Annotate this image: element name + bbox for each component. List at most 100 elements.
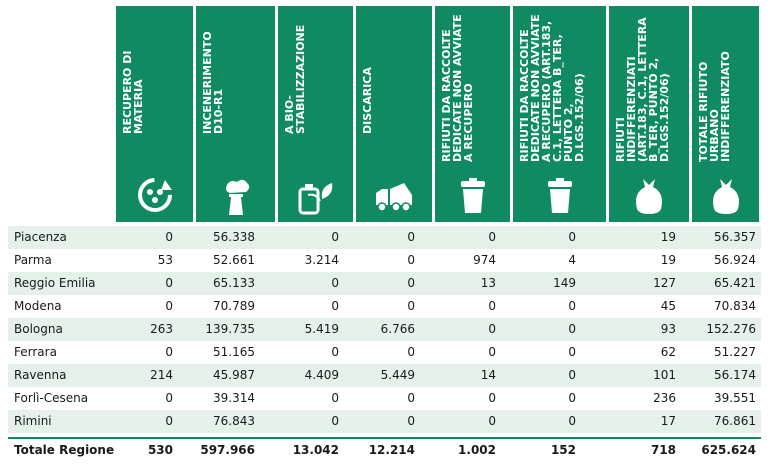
cell: 5.419 [304,322,339,336]
row-name: Piacenza [14,230,67,244]
cell: 51.165 [213,345,255,359]
dump-truck-icon [376,183,412,212]
row-name: Rimini [14,414,52,428]
cell: 0 [331,299,339,313]
cell: 52.661 [213,253,255,267]
cell: 0 [488,391,496,405]
cell: 0 [407,276,415,290]
header-label: Totale rifiuto urbano indifferenziato [697,51,732,162]
cell: 0 [165,276,173,290]
cell: 76.861 [714,414,756,428]
header-bio-stabilizzazione: a bio-stabilizzazione [278,6,353,222]
table-row: Piacenza 0 56.338 0 0 0 0 19 56.357 [8,226,761,249]
header-raccolte-dedicate: Rifiuti da raccolte dedicate non avviate… [435,6,510,222]
cell: 149 [553,276,576,290]
cell: 4.409 [304,368,339,382]
cell: 0 [331,276,339,290]
cell: 0 [488,414,496,428]
bio-stabilization-icon [298,183,332,215]
cell: 0 [331,230,339,244]
table-row: Ravenna 214 45.987 4.409 5.449 14 0 101 … [8,364,761,387]
cell: 0 [568,368,576,382]
table-row: Parma 53 52.661 3.214 0 974 4 19 56.924 [8,249,761,272]
total-cell: 625.624 [701,443,756,457]
cell: 0 [165,299,173,313]
cell: 0 [568,391,576,405]
cell: 0 [165,230,173,244]
cell: 0 [407,345,415,359]
cell: 0 [568,299,576,313]
cell: 0 [165,345,173,359]
recycle-icon [137,178,172,212]
cell: 0 [407,230,415,244]
header-label: Rifiuti indifferenziati (art.183, c.1, l… [614,17,671,162]
cell: 0 [568,414,576,428]
header-recupero-materia: Recupero di materia [116,6,193,222]
cell: 14 [480,368,496,382]
cell: 3.214 [304,253,339,267]
header-label: Rifiuti da raccolte dedicate non avviate… [440,14,475,162]
cell: 45 [660,299,676,313]
cell: 19 [660,253,676,267]
cell: 0 [331,345,339,359]
cell: 0 [568,230,576,244]
total-row: Totale Regione 530 597.966 13.042 12.214… [8,437,761,462]
row-name: Ferrara [14,345,57,359]
header-discarica: Discarica [356,6,432,222]
cell: 0 [165,391,173,405]
header-label: Recupero di materia [121,50,145,134]
waste-bin-icon [547,178,572,213]
cell: 5.449 [380,368,415,382]
header-label: a bio-stabilizzazione [283,24,307,134]
cell: 19 [660,230,676,244]
cell: 70.789 [213,299,255,313]
cell: 13 [480,276,496,290]
garbage-bag-icon [636,179,662,214]
header-totale: Totale rifiuto urbano indifferenziato [692,6,759,222]
header-rifiuti-indifferenziati: Rifiuti indifferenziati (art.183, c.1, l… [609,6,689,222]
cell: 17 [660,414,676,428]
waste-bin-icon [460,178,485,213]
table-row: Forlì-Cesena 0 39.314 0 0 0 0 236 39.551 [8,387,761,410]
cell: 62 [660,345,676,359]
cell: 127 [653,276,676,290]
header-raccolte-dedicate-art183: Rifiuti da raccolte dedicate non avviate… [513,6,606,222]
cell: 0 [407,299,415,313]
cell: 0 [488,322,496,336]
total-cell: 13.042 [292,443,339,457]
cell: 93 [660,322,676,336]
table-row: Modena 0 70.789 0 0 0 0 45 70.834 [8,295,761,318]
total-cell: 12.214 [368,443,415,457]
table-row: Ferrara 0 51.165 0 0 0 0 62 51.227 [8,341,761,364]
cell: 53 [157,253,173,267]
total-cell: 597.966 [200,443,255,457]
cell: 0 [488,230,496,244]
cell: 0 [407,391,415,405]
cell: 139.735 [205,322,255,336]
row-name: Ravenna [14,368,67,382]
table-row: Reggio Emilia 0 65.133 0 0 13 149 127 65… [8,272,761,295]
cell: 56.924 [714,253,756,267]
row-name: Bologna [14,322,63,336]
cell: 6.766 [380,322,415,336]
incinerator-icon [225,179,249,215]
table-row: Rimini 0 76.843 0 0 0 0 17 76.861 [8,410,761,433]
cell: 70.834 [714,299,756,313]
row-name: Totale Regione [14,443,115,457]
cell: 0 [568,322,576,336]
cell: 0 [488,345,496,359]
cell: 0 [331,414,339,428]
total-cell: 718 [650,443,676,457]
cell: 101 [653,368,676,382]
cell: 56.338 [213,230,255,244]
row-name: Reggio Emilia [14,276,96,290]
cell: 0 [407,414,415,428]
total-cell: 1.002 [458,443,496,457]
cell: 39.314 [213,391,255,405]
row-name: Parma [14,253,52,267]
cell: 76.843 [213,414,255,428]
table-row: Bologna 263 139.735 5.419 6.766 0 0 93 1… [8,318,761,341]
row-name: Modena [14,299,62,313]
header-label: Rifiuti da raccolte dedicate non avviate… [518,14,586,162]
